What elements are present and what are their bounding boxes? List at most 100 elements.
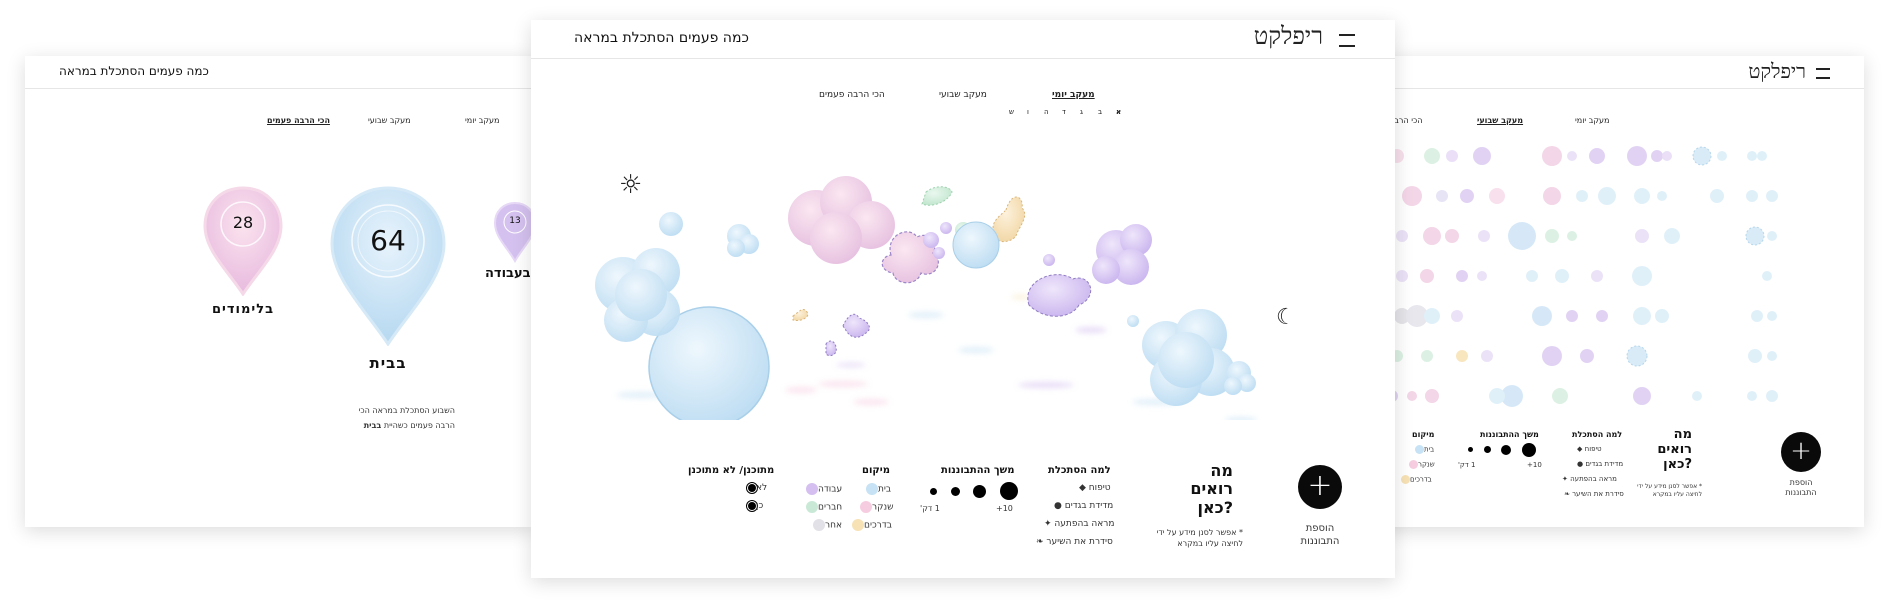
- reflections: [616, 295, 1257, 420]
- legend-location-item[interactable]: בדרכים: [1396, 475, 1432, 484]
- work-dot-icon: [806, 483, 818, 495]
- pin-home[interactable]: 64: [330, 186, 446, 346]
- day-g[interactable]: ג: [1080, 108, 1083, 116]
- bubble: [923, 232, 939, 248]
- what-line2: רואים: [1657, 441, 1692, 457]
- legend-location-item[interactable]: שנקר: [855, 501, 893, 513]
- circle-icon: ●: [1577, 460, 1584, 468]
- legend-location-item[interactable]: בית: [861, 483, 891, 495]
- legend-location-item[interactable]: בדרכים: [847, 519, 892, 531]
- legend-why-label: סידרת את השיער: [1046, 537, 1113, 547]
- bubble: [933, 247, 945, 259]
- bubble: [727, 224, 759, 257]
- add-button[interactable]: +: [1781, 432, 1821, 472]
- pin-study-label: בלימודים: [211, 302, 274, 317]
- add-label: הוספת התבוננות: [1771, 478, 1831, 499]
- tab-daily[interactable]: מעקב יומי: [465, 116, 500, 125]
- legend-why-label: מדידת בגדים: [1585, 460, 1624, 468]
- legend-location-item[interactable]: אחר: [808, 519, 842, 531]
- home-dot-icon: [1415, 445, 1424, 454]
- legend-why-item[interactable]: טיפוח ◆: [1079, 483, 1111, 493]
- duration-min: 1 דק': [1458, 461, 1476, 469]
- tab-most[interactable]: הכי הרבה פעמים: [1372, 116, 1423, 125]
- legend-why-item[interactable]: טיפוח ◆: [1577, 445, 1602, 453]
- bubble: [940, 222, 952, 234]
- right-topbar: ריפלקט: [1372, 56, 1864, 89]
- pin-home-label: בבית: [369, 354, 407, 372]
- legend-duration-title: משך ההתבוננות: [1480, 430, 1539, 439]
- duration-dot: [1000, 482, 1018, 500]
- pin-work-value: 13: [509, 216, 521, 226]
- pin-work[interactable]: 13: [493, 201, 535, 263]
- bubble: [1027, 274, 1092, 317]
- legend-location-label: שנקר: [1418, 460, 1435, 469]
- legend-why-item[interactable]: סידרת את השיער ❧: [1036, 537, 1113, 547]
- diamond-icon: ◆: [1577, 445, 1583, 453]
- daily-visualization: [595, 176, 1257, 420]
- sun-icon: ☼: [619, 170, 643, 200]
- tab-daily[interactable]: מעקב יומי: [1052, 90, 1095, 100]
- tab-weekly[interactable]: מעקב שבועי: [368, 116, 411, 125]
- what-line3: כאן?: [1663, 456, 1692, 472]
- day-d[interactable]: ד: [1062, 108, 1066, 116]
- duration-dot: [1522, 443, 1536, 457]
- day-sh[interactable]: ש: [1009, 108, 1014, 116]
- tab-daily[interactable]: מעקב יומי: [1575, 116, 1610, 125]
- bubble: [952, 221, 1000, 269]
- what-line3: כאן?: [1197, 497, 1233, 517]
- weekly-row: [1391, 345, 1777, 367]
- what-title: מה רואים כאן?: [1642, 427, 1692, 473]
- legend-why-item[interactable]: סידרת את השיער ❧: [1564, 490, 1624, 498]
- duration-max: 10+: [1527, 461, 1542, 469]
- legend-why-item[interactable]: מראה בהפתעה ✦: [1044, 519, 1115, 529]
- legend-location-item[interactable]: חברים: [801, 501, 842, 513]
- tab-weekly[interactable]: מעקב שבועי: [939, 90, 987, 100]
- legend-location-item[interactable]: בית: [1410, 445, 1434, 454]
- duration-max: 10+: [996, 504, 1013, 513]
- pin-study-shape: [203, 186, 283, 296]
- pin-work-shape: [493, 201, 535, 263]
- menu-icon[interactable]: [1339, 34, 1355, 47]
- other-dot-icon: [813, 519, 825, 531]
- question-title: כמה פעמים הסתכלת במראה: [574, 30, 749, 46]
- legend-duration-dots: [925, 482, 1025, 500]
- bubble: [648, 306, 770, 420]
- add-button[interactable]: +: [1298, 465, 1342, 509]
- bubble: [1043, 254, 1055, 266]
- day-h[interactable]: ה: [1044, 108, 1049, 116]
- bubble: [842, 313, 870, 338]
- legend-location-title: מיקום: [1412, 430, 1435, 439]
- menu-icon[interactable]: [1816, 68, 1830, 79]
- tab-most[interactable]: הכי הרבה פעמים: [267, 116, 330, 125]
- day-v[interactable]: ו: [1027, 108, 1029, 116]
- legend-duration-title: משך ההתבוננות: [941, 465, 1015, 476]
- ring-icon: [748, 501, 756, 510]
- legend-why-item[interactable]: מדידת בגדים ●: [1054, 501, 1113, 511]
- pin-study[interactable]: 28: [203, 186, 283, 296]
- home-dot-icon: [866, 483, 878, 495]
- legend-location-item[interactable]: עבודה: [801, 483, 842, 495]
- weekly-row: [1396, 222, 1777, 250]
- day-a[interactable]: א: [1116, 108, 1122, 116]
- legend-planned-no[interactable]: לא: [741, 483, 767, 493]
- legend-why-item[interactable]: מראה בהפתעה ✦: [1562, 475, 1617, 483]
- bubble: [788, 176, 895, 264]
- bubble: [1092, 224, 1152, 285]
- question-title: כמה פעמים הסתכלת במראה: [59, 64, 209, 78]
- tab-weekly[interactable]: מעקב שבועי: [1477, 116, 1524, 125]
- bubble: [1142, 309, 1235, 406]
- bubble: [992, 196, 1026, 242]
- legend-planned-title: מתוכנן/ לא מתוכנן: [688, 465, 775, 476]
- filter-note-line2: לחיצה עליו במקרא: [1177, 539, 1243, 549]
- circle-icon: ●: [1054, 501, 1062, 511]
- tab-most[interactable]: הכי הרבה פעמים: [819, 90, 885, 100]
- legend-why-item[interactable]: מדידת בגדים ●: [1577, 460, 1623, 468]
- day-b[interactable]: ב: [1098, 108, 1103, 116]
- duration-dot: [1501, 445, 1511, 455]
- legend-location-label: עבודה: [818, 484, 843, 495]
- filter-note: * אפשר לסנן מידע על ידי לחיצה עליו במקרא: [1602, 483, 1702, 500]
- legend-location-label: בדרכים: [864, 520, 892, 531]
- legend-planned-yes[interactable]: כן: [741, 501, 763, 511]
- squiggle-icon: ✦: [1562, 475, 1568, 483]
- legend-location-item[interactable]: שנקר: [1404, 460, 1435, 469]
